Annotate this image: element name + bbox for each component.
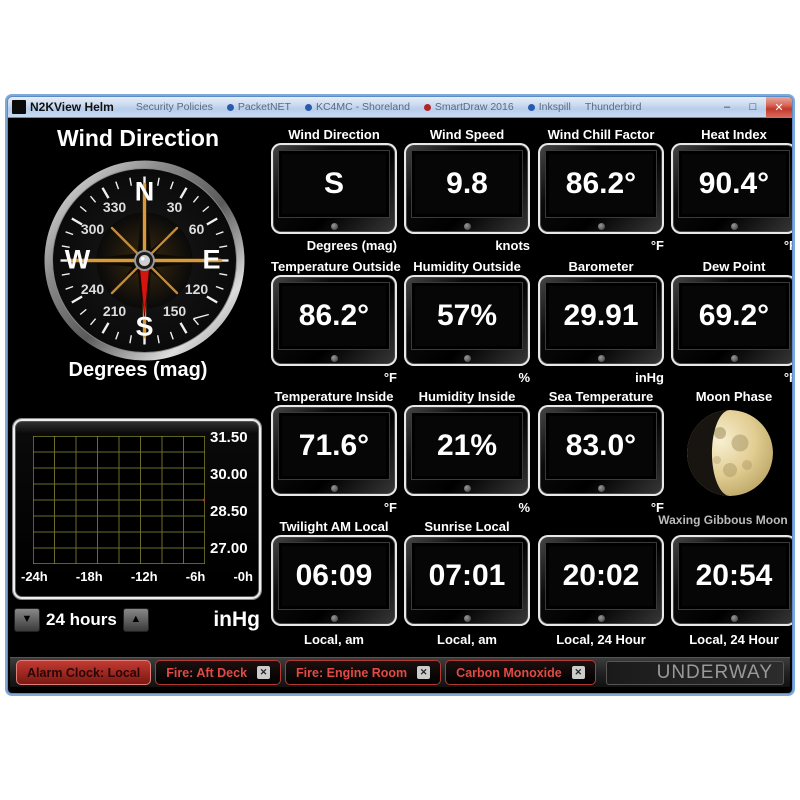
svg-text:210: 210 <box>103 303 127 319</box>
svg-text:240: 240 <box>81 281 105 297</box>
svg-text:150: 150 <box>163 303 187 319</box>
svg-text:120: 120 <box>185 281 209 297</box>
svg-text:W: W <box>65 245 91 275</box>
svg-text:30: 30 <box>167 199 183 215</box>
svg-text:60: 60 <box>189 221 205 237</box>
svg-text:330: 330 <box>103 199 127 215</box>
svg-text:S: S <box>135 312 153 342</box>
svg-text:300: 300 <box>81 221 105 237</box>
svg-text:E: E <box>202 245 220 275</box>
svg-text:N: N <box>135 177 155 207</box>
